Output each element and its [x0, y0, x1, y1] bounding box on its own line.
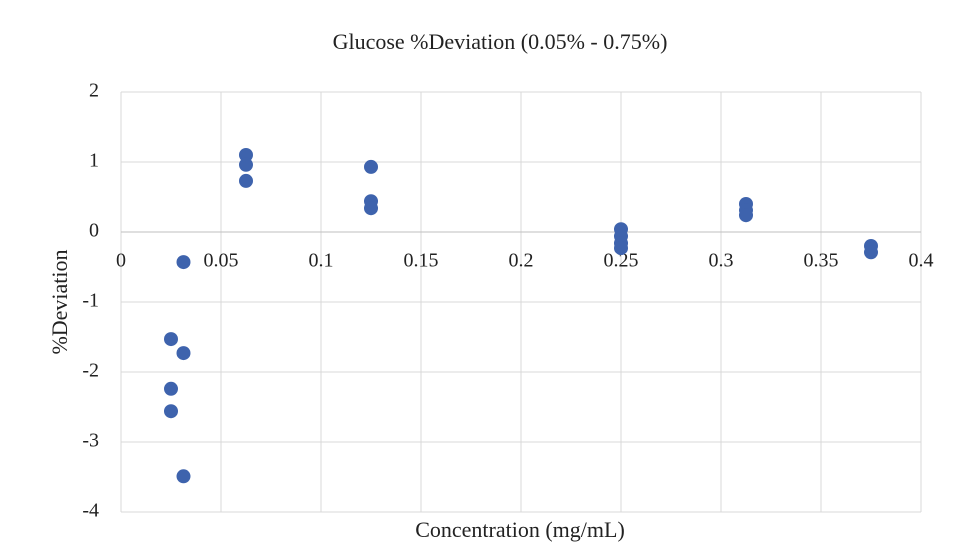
point: [739, 208, 753, 223]
x-tick-label: 0.4: [909, 250, 934, 272]
y-tick-label: 0: [89, 220, 99, 242]
point: [164, 381, 178, 396]
x-tick-label: 0: [116, 250, 126, 272]
x-tick-label: 0.35: [804, 250, 839, 272]
y-tick-label: -1: [82, 290, 99, 312]
point: [364, 201, 378, 216]
x-tick-label: 0.1: [309, 250, 334, 272]
y-axis-label: %Deviation: [47, 249, 72, 354]
y-tick-label: -4: [82, 500, 99, 522]
x-tick-label: 0.15: [404, 250, 439, 272]
y-tick-label: 2: [89, 80, 99, 102]
point: [239, 173, 253, 188]
x-tick-label: 0.25: [604, 250, 639, 272]
x-tick-label: 0.2: [509, 250, 534, 272]
x-tick-label: 0.3: [709, 250, 734, 272]
y-tick-label: 1: [89, 150, 99, 172]
point: [239, 157, 253, 172]
point: [614, 241, 628, 256]
y-tick-label: -3: [82, 430, 99, 452]
y-tick-label: -2: [82, 360, 99, 382]
point: [176, 346, 191, 361]
chart-title: Glucose %Deviation (0.05% - 0.75%): [333, 29, 668, 54]
point: [239, 148, 253, 162]
point: [164, 332, 178, 347]
point: [864, 245, 878, 260]
x-axis-label: Concentration (mg/mL): [415, 517, 625, 542]
point: [176, 469, 191, 484]
point: [164, 404, 178, 419]
point: [176, 255, 191, 270]
x-tick-label: 0.05: [204, 250, 239, 272]
point: [364, 159, 378, 174]
